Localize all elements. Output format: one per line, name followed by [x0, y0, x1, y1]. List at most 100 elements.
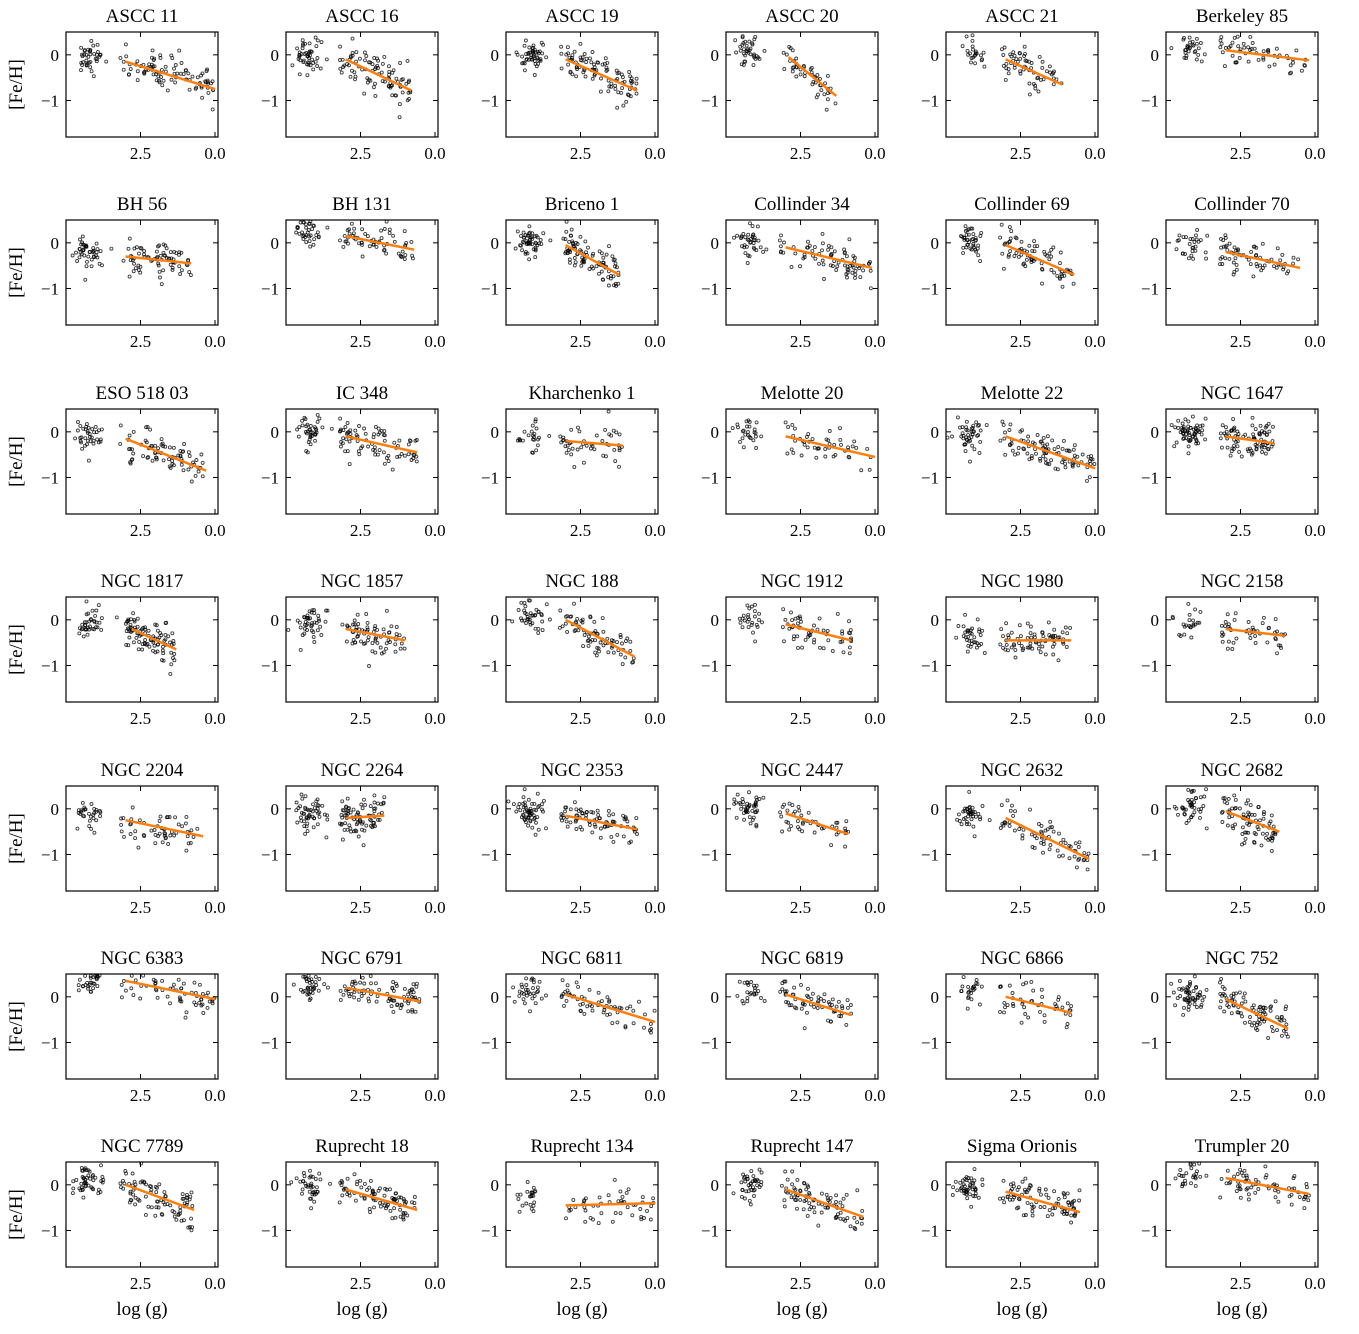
x-tick-label: 2.5: [130, 332, 151, 351]
data-point: [1063, 625, 1068, 630]
data-point: [360, 806, 365, 811]
data-point: [412, 1195, 417, 1199]
y-tick-label: −1: [481, 468, 499, 487]
data-point: [1008, 236, 1013, 241]
data-point: [317, 977, 322, 981]
data-point: [1041, 454, 1046, 459]
data-point: [1063, 841, 1068, 846]
data-point: [296, 56, 301, 61]
data-point: [1278, 258, 1283, 263]
data-point: [603, 56, 608, 61]
fit-line: [125, 979, 216, 1001]
data-point: [92, 255, 97, 260]
data-point: [1172, 444, 1177, 449]
data-point: [83, 973, 88, 978]
data-point: [822, 992, 827, 997]
data-point: [84, 63, 89, 67]
data-point: [298, 815, 303, 820]
data-point: [1220, 50, 1225, 55]
data-point: [580, 620, 585, 625]
data-point: [1003, 452, 1008, 457]
y-tick-label: 0: [931, 234, 940, 253]
panel-collinder-34: Collinder 340−12.5 0.0: [701, 194, 886, 351]
data-point: [973, 235, 978, 240]
data-point: [181, 981, 186, 986]
data-point: [620, 662, 625, 667]
data-point: [585, 638, 590, 643]
data-point: [306, 973, 311, 978]
data-point: [1049, 247, 1054, 252]
data-point: [1291, 255, 1296, 260]
data-point: [1184, 436, 1189, 441]
data-point: [1187, 618, 1192, 623]
data-point: [152, 56, 157, 61]
data-point: [579, 445, 584, 450]
data-point: [1253, 641, 1258, 645]
data-point: [966, 984, 971, 989]
data-point: [525, 1189, 530, 1194]
data-point: [581, 257, 586, 262]
data-point: [601, 643, 606, 648]
data-point: [141, 833, 146, 838]
data-point: [1024, 257, 1029, 262]
data-point: [1273, 617, 1278, 622]
data-point: [156, 261, 161, 266]
data-point: [390, 467, 395, 472]
data-point: [397, 102, 402, 107]
data-point: [1070, 464, 1075, 469]
data-point: [1177, 979, 1182, 983]
data-point: [340, 1193, 345, 1198]
data-point: [998, 438, 1003, 443]
data-point: [1227, 241, 1232, 246]
data-point: [568, 233, 573, 238]
data-point: [1016, 451, 1020, 456]
data-point: [1225, 801, 1230, 806]
data-point: [795, 621, 800, 626]
data-point: [1049, 458, 1054, 463]
y-tick-label: −1: [261, 468, 279, 487]
data-point: [131, 611, 136, 616]
data-point: [404, 81, 409, 86]
data-point: [147, 644, 152, 649]
data-point: [1055, 273, 1060, 278]
data-point: [300, 1191, 304, 1196]
data-point: [373, 424, 378, 429]
data-point: [651, 1196, 656, 1201]
x-tick-label: 2.5: [570, 709, 591, 728]
data-point: [80, 52, 84, 57]
data-point: [1075, 454, 1080, 459]
data-point: [825, 97, 830, 102]
data-point: [1169, 423, 1174, 428]
data-point: [360, 975, 365, 980]
data-point: [519, 233, 523, 238]
data-point: [1072, 854, 1077, 859]
data-point: [1198, 815, 1202, 820]
data-point: [1072, 443, 1077, 448]
y-tick-label: −1: [481, 91, 499, 110]
y-tick-label: −1: [481, 845, 499, 864]
data-point: [791, 637, 796, 642]
data-point: [610, 1219, 615, 1224]
data-point: [356, 834, 361, 839]
data-point: [969, 817, 974, 822]
panel-title: NGC 1980: [981, 571, 1064, 592]
data-point: [301, 41, 306, 46]
y-tick-label: −1: [1141, 656, 1159, 675]
data-point: [193, 473, 198, 478]
data-point: [564, 614, 568, 619]
data-point: [1281, 1028, 1286, 1033]
data-point: [514, 809, 519, 814]
data-point: [1231, 272, 1236, 277]
data-point: [1027, 92, 1032, 97]
data-point: [594, 433, 599, 438]
data-point: [404, 240, 409, 245]
data-point: [93, 56, 98, 61]
data-point: [975, 433, 980, 438]
data-point: [999, 222, 1004, 227]
data-point: [357, 452, 362, 457]
data-point: [79, 1181, 84, 1186]
panel-title: NGC 2682: [1201, 760, 1284, 781]
y-axis-label: [Fe/H]: [6, 624, 27, 675]
